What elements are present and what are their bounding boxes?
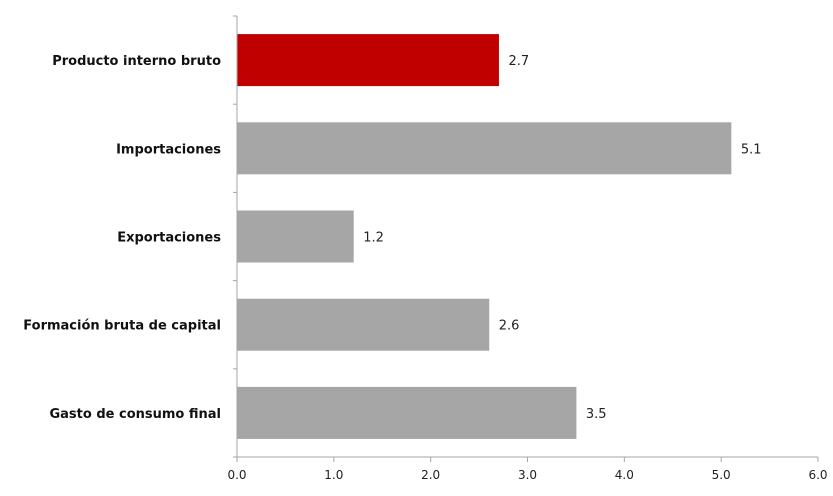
category-label: Formación bruta de capital xyxy=(23,319,221,334)
x-tick-label: 3.0 xyxy=(518,468,537,482)
bar xyxy=(237,210,354,263)
axes xyxy=(233,15,819,462)
category-label: Gasto de consumo final xyxy=(49,407,221,422)
bar xyxy=(237,122,732,175)
data-label: 3.5 xyxy=(586,407,607,422)
x-tick-label: 2.0 xyxy=(421,468,440,482)
labels: 0.0 1.0 2.0 3.0 4.0 5.0 6.0 Producto interno br… xyxy=(23,54,827,482)
x-tick-label: 1.0 xyxy=(324,468,343,482)
bar xyxy=(237,34,499,87)
category-label: Producto interno bruto xyxy=(52,54,221,69)
data-label: 5.1 xyxy=(741,142,762,157)
bars xyxy=(237,34,732,439)
bar xyxy=(237,386,577,439)
category-label: Importaciones xyxy=(116,142,221,157)
x-tick-label: 6.0 xyxy=(808,468,827,482)
x-tick-label: 5.0 xyxy=(712,468,731,482)
data-label: 1.2 xyxy=(363,231,384,246)
x-tick-label: 0.0 xyxy=(227,468,246,482)
bar xyxy=(237,298,490,351)
x-tick-label: 4.0 xyxy=(615,468,634,482)
data-label: 2.7 xyxy=(508,54,529,69)
category-label: Exportaciones xyxy=(117,231,221,246)
data-label: 2.6 xyxy=(499,319,520,334)
